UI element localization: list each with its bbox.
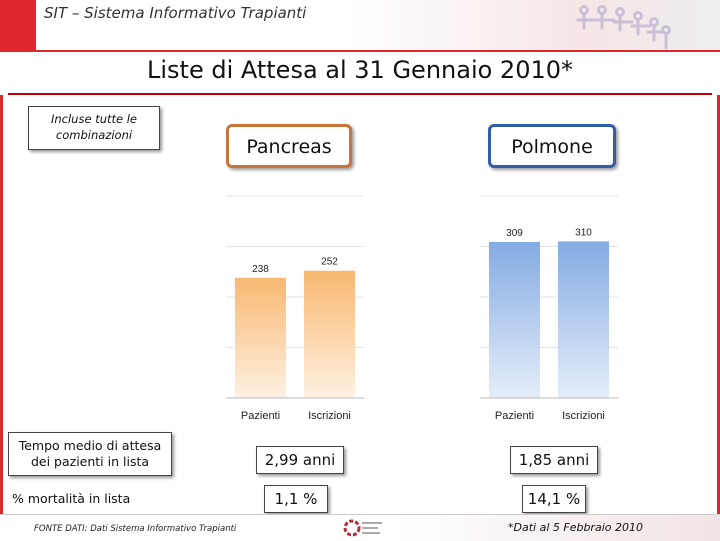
- pancreas-tempo-medio: 2,99 anni: [256, 446, 344, 474]
- people-chain-logo-icon: [576, 5, 671, 50]
- polmone-tempo-medio: 1,85 anni: [510, 446, 598, 474]
- bar-iscrizioni: [303, 270, 356, 398]
- x-tick-label: Iscrizioni: [562, 410, 605, 422]
- title-divider: [8, 93, 712, 95]
- polmone-mortalita: 14,1 %: [522, 485, 586, 513]
- data-footnote: *Dati al 5 Febbraio 2010: [508, 521, 643, 534]
- frame-right-border: [717, 95, 720, 540]
- data-label: 238: [252, 264, 269, 275]
- data-label: 309: [506, 228, 523, 239]
- x-tick-label: Pazienti: [241, 410, 280, 422]
- data-label: 252: [321, 257, 338, 268]
- bar-pazienti: [488, 241, 541, 398]
- header-bar: SIT – Sistema Informativo Trapianti: [0, 0, 720, 52]
- data-source: FONTE DATI: Dati Sistema Informativo Tra…: [34, 524, 237, 534]
- header-title: SIT – Sistema Informativo Trapianti: [44, 4, 307, 22]
- pancreas-chart: 238 Pazienti 252 Iscrizioni: [226, 195, 364, 422]
- page-title: Liste di Attesa al 31 Gennaio 2010*: [146, 56, 574, 84]
- frame-left-border: [0, 95, 3, 540]
- combinations-note: Incluse tutte le combinazioni: [28, 106, 160, 150]
- centro-nazionale-trapianti-logo-icon: [343, 519, 382, 537]
- polmone-chart: 309 Pazienti 310 Iscrizioni: [480, 195, 618, 422]
- bar-iscrizioni: [557, 241, 610, 398]
- x-tick-label: Pazienti: [495, 410, 534, 422]
- pancreas-title: Pancreas: [226, 124, 352, 168]
- x-tick-label: Iscrizioni: [308, 410, 351, 422]
- bar-pazienti: [234, 277, 287, 398]
- mortalita-label: % mortalità in lista: [8, 486, 154, 512]
- data-label: 310: [575, 227, 592, 238]
- polmone-title: Polmone: [488, 124, 616, 168]
- pancreas-mortalita: 1,1 %: [264, 485, 328, 513]
- tempo-medio-label: Tempo medio di attesa dei pazienti in li…: [8, 432, 172, 476]
- footer-bar: [0, 514, 720, 541]
